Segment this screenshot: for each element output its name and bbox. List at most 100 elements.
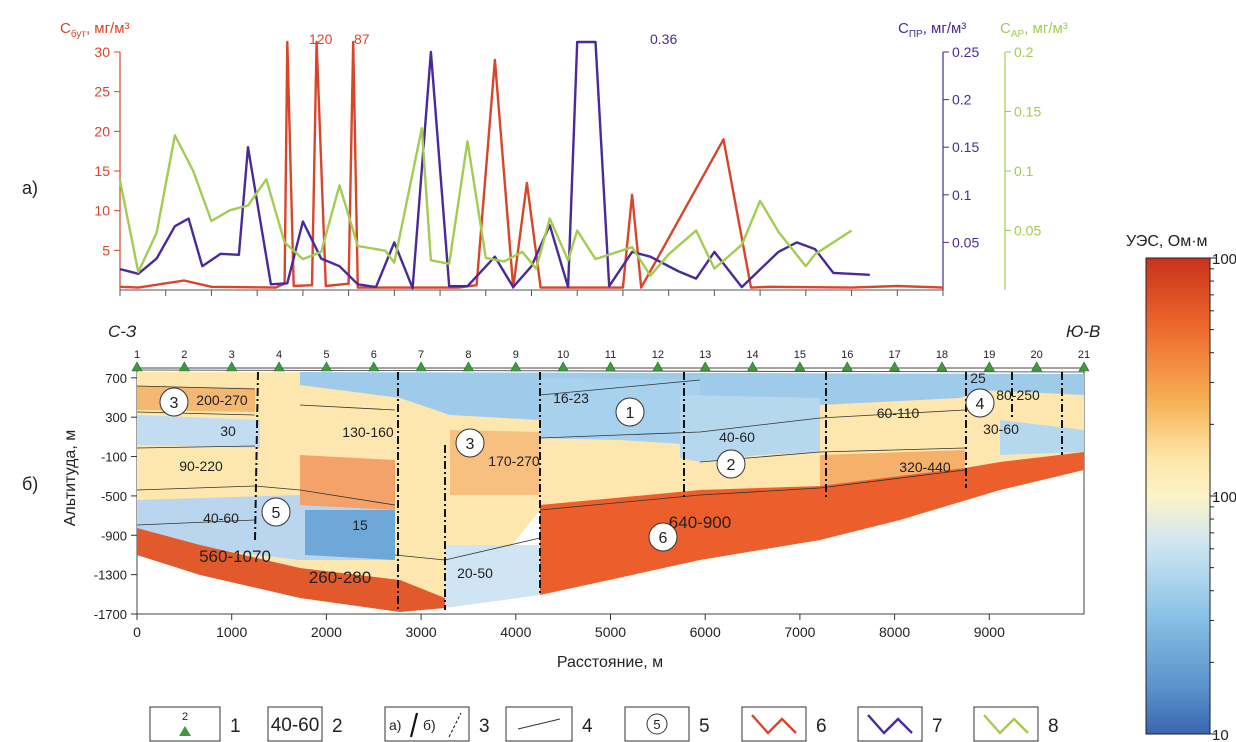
y-tick-label: 0.2 [952,92,972,108]
station-number: 1 [134,349,140,361]
station-number: 8 [465,349,471,361]
legend-fault-a: а) [389,717,401,733]
zone-number: 3 [466,436,475,453]
y-tick-label: 0.15 [1014,104,1041,120]
legend-number: 6 [816,716,827,737]
legend-number: 8 [1048,716,1059,737]
x-tick-label: 4000 [500,624,531,640]
station-number: 19 [983,349,995,361]
right2-axis-title: САР, мг/м³ [1000,20,1068,40]
station-number: 21 [1078,349,1090,361]
legend-circle-number: 5 [653,717,660,732]
zone-number: 1 [626,405,635,422]
station-number: 14 [746,349,758,361]
station-number: 20 [1031,349,1043,361]
colorbar-tick-label: 100 [1212,489,1236,506]
annotation-036: 0.36 [650,31,677,47]
y-tick-label: 5 [102,242,110,258]
station-number: 6 [371,349,377,361]
x-tick-label: 7000 [784,624,815,640]
y-tick-label: 15 [94,163,110,179]
x-tick-label: 8000 [879,624,910,640]
zone-resistivity-label: 30 [220,423,236,439]
annotation-87: 87 [354,31,370,47]
zone-number-circle [615,397,645,427]
zone-resistivity-label: 640-900 [669,513,731,532]
legend-station-number: 2 [182,711,188,723]
x-tick-label: 3000 [406,624,437,640]
station-marker-icon [415,361,427,372]
station-number: 2 [181,349,187,361]
legend-number: 2 [332,716,343,737]
legend-box [973,706,1039,742]
y-tick-label: 700 [105,371,127,386]
station-marker-icon [1031,361,1043,372]
x-tick-label: 0 [133,624,141,640]
station-marker-icon [652,361,664,372]
station-marker-icon [462,361,474,372]
station-marker-icon [699,361,711,372]
resistivity-section: С-З Ю-В [62,322,1100,671]
zone-resistivity-label: 20-50 [457,565,493,581]
y-tick-label: 300 [105,410,127,425]
zone-number-circle [965,388,995,418]
y-tick-label: 0.25 [952,44,979,60]
station-marker-icon [604,361,617,372]
legend-number: 5 [699,716,710,737]
resistivity-layers [137,372,1084,612]
faults [254,371,1063,612]
x-tick-label: 9000 [974,624,1005,640]
legend-item-8: 8 [973,706,1059,742]
y-tick-label: 0.05 [1014,223,1041,239]
zone-resistivity-label: 130-160 [342,424,394,440]
zone-number: 2 [727,457,736,474]
series-line-2 [119,40,870,290]
station-marker-icon [510,361,522,372]
y-tick-label: 25 [94,84,110,100]
legend-number: 1 [230,716,241,737]
fault-dashed-icon [448,712,462,738]
zone-resistivity-label: 60-110 [877,405,920,421]
y-tick-label: -500 [101,489,127,504]
annotation-120: 120 [309,31,333,47]
section-xlabel: Расстояние, м [557,654,663,671]
y-tick-label: 0.15 [952,139,979,155]
colorbar-title: УЭС, Ом·м [1126,233,1208,250]
colorbar-tick-label: 1000 [1212,251,1236,268]
y-tick-label: -900 [101,528,127,543]
section-ylabel: Альтитуда, м [62,430,79,526]
station-marker-icon [983,361,995,372]
station-number: 9 [513,349,519,361]
station-marker-icon [794,361,806,372]
station-number: 3 [229,349,235,361]
y-tick-label: 0.2 [1014,44,1034,60]
station-marker-icon [273,361,285,372]
legend-item-3: а) б) 3 [384,706,490,742]
x-tick-label: 1000 [216,624,247,640]
zone-circle-icon [646,713,668,735]
station-marker-icon [131,361,143,372]
zone-resistivity-label: 560-1070 [199,547,271,566]
station-number: 15 [794,349,806,361]
station-number: 11 [605,349,616,361]
station-marker-icon [368,361,380,372]
x-tick-label: 6000 [690,624,721,640]
series-line-1 [119,40,944,289]
concentration-chart: Сбут, мг/м³ СПР, мг/м³ САР, мг/м³ 5 10 15 2… [60,20,1068,296]
zone-resistivity-label: 80-250 [996,387,1040,403]
station-marker-icon [889,361,901,372]
legend: 2 1 40-60 2 а) б) 3 4 5 5 6 7 8 [149,706,1059,742]
station-number: 5 [323,349,329,361]
station-marker-icon [1078,361,1090,372]
legend-range-text: 40-60 [271,715,320,736]
station-number: 7 [418,349,424,361]
zone-resistivity-label: 30-60 [983,421,1019,437]
zone-resistivity-label: 260-280 [309,568,371,587]
zone-resistivity-label: 200-270 [196,392,248,408]
station-number: 13 [699,349,711,361]
boundary-line-icon [517,718,561,730]
station-number: 17 [888,349,900,361]
zone-number-circle [159,387,189,417]
